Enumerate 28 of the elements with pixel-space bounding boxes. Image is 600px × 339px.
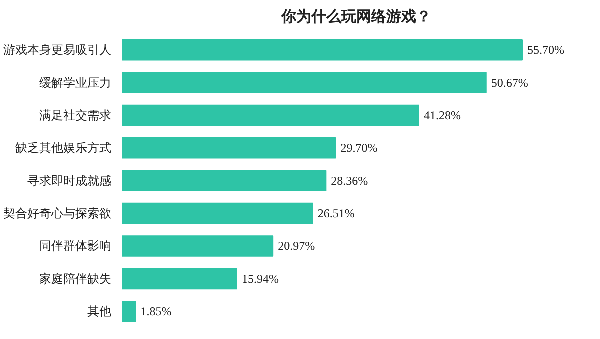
data-label: 1.85% (140, 304, 172, 319)
bar (122, 300, 136, 322)
data-label: 29.70% (340, 141, 378, 156)
y-tick-label: 满足社交需求 (40, 108, 112, 122)
data-label: 20.97% (278, 239, 316, 254)
y-tick-label: 缺乏其他娱乐方式 (16, 141, 112, 156)
data-label: 50.67% (491, 76, 528, 90)
y-tick-label: 契合好奇心与探索欲 (4, 206, 112, 221)
y-tick-label: 游戏本身更易吸引人 (4, 43, 112, 58)
bar (122, 170, 327, 192)
chart-title: 你为什么玩网络游戏？ (280, 8, 432, 26)
y-tick-label: 缓解学业压力 (40, 76, 112, 90)
data-label: 41.28% (424, 108, 461, 122)
bar (122, 138, 336, 159)
data-label: 55.70% (528, 43, 564, 58)
bar (122, 236, 274, 257)
y-tick-label: 寻求即时成就感 (28, 174, 112, 188)
y-tick-label: 其他 (88, 304, 112, 319)
data-label: 28.36% (331, 174, 368, 188)
bar (122, 39, 523, 61)
bar (122, 72, 487, 94)
bar (122, 202, 314, 224)
y-tick-label: 同伴群体影响 (40, 239, 112, 254)
data-label: 15.94% (242, 272, 279, 286)
y-tick-label: 家庭陪伴缺失 (40, 272, 112, 286)
data-label: 26.51% (318, 206, 355, 221)
bar (122, 268, 238, 290)
bar (122, 104, 420, 126)
